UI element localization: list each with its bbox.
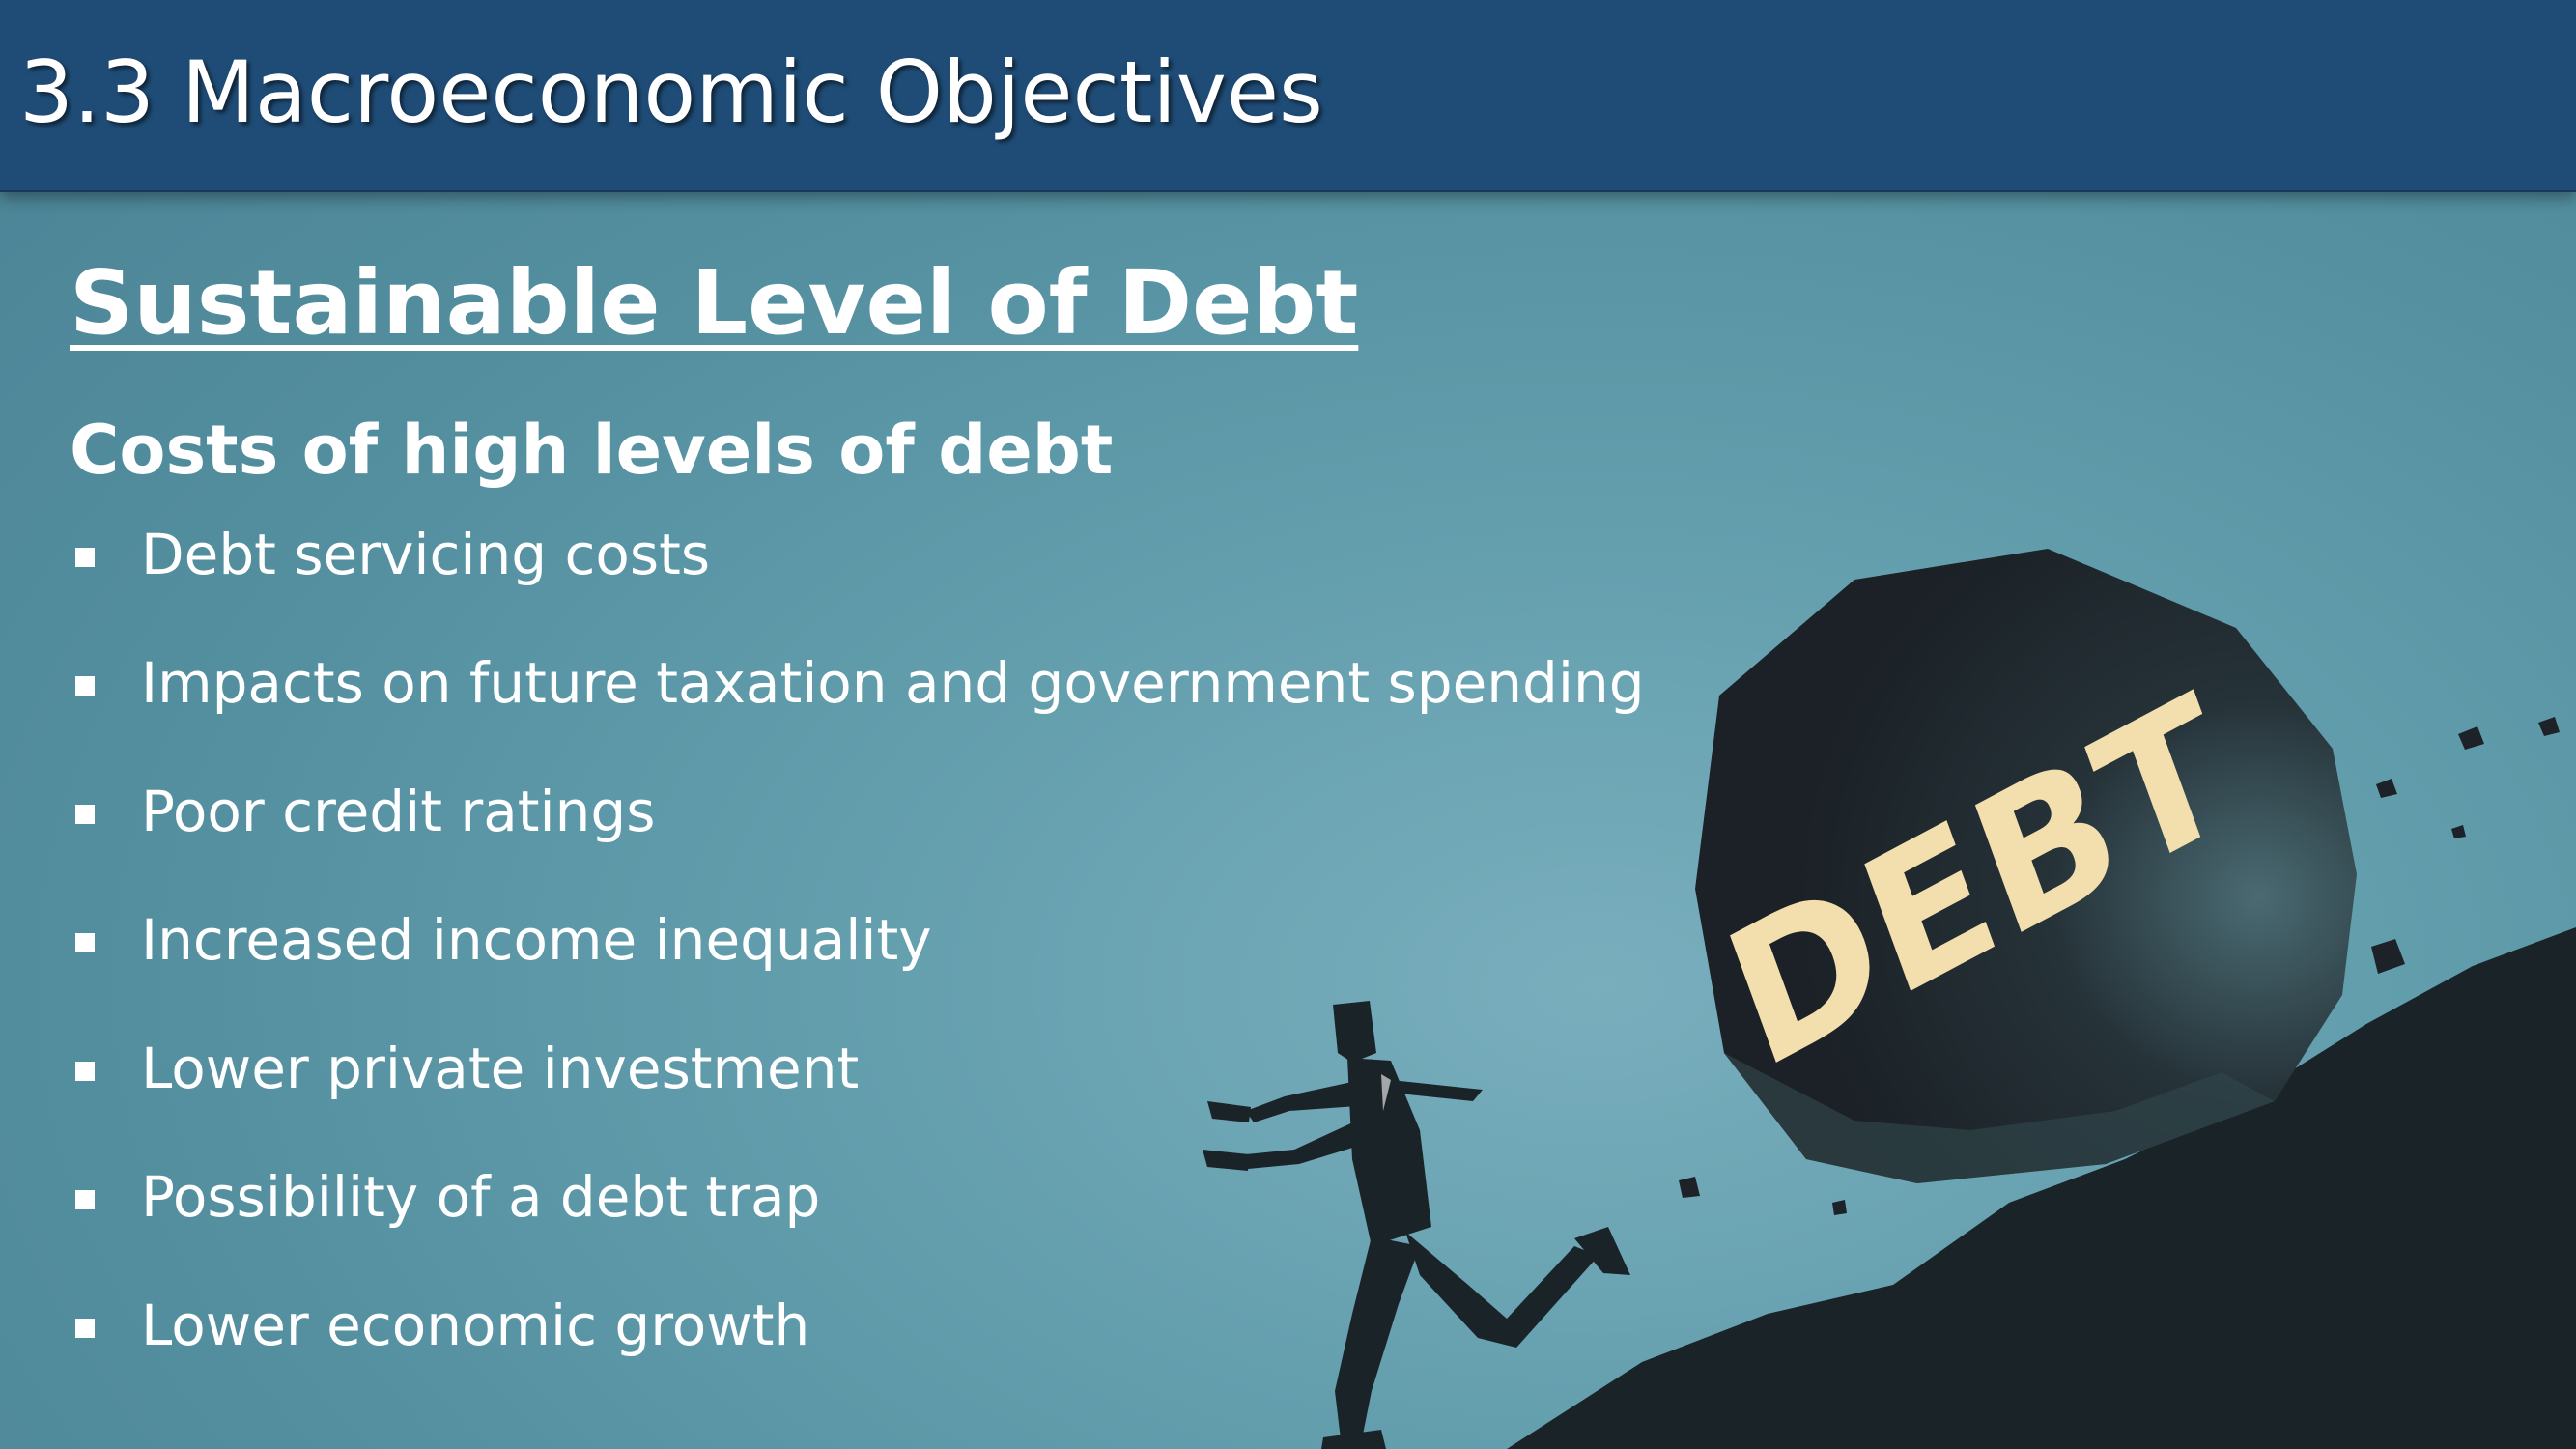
- square-bullet-icon: [75, 1319, 95, 1338]
- square-bullet-icon: [75, 1190, 95, 1209]
- square-bullet-icon: [75, 1062, 95, 1081]
- square-bullet-icon: [75, 548, 95, 567]
- hill-ground: [1507, 927, 2576, 1449]
- slide-content: Sustainable Level of Debt Costs of high …: [70, 251, 1645, 1426]
- cost-bullet-list: Debt servicing costs Impacts on future t…: [70, 526, 1645, 1426]
- slide-title: 3.3 Macroeconomic Objectives: [19, 43, 1323, 142]
- rock-debris: [1679, 717, 2560, 1215]
- slide-heading: Sustainable Level of Debt: [70, 251, 1359, 355]
- square-bullet-icon: [75, 805, 95, 824]
- bullet-text: Possibility of a debt trap: [141, 1164, 821, 1230]
- bullet-text: Debt servicing costs: [141, 522, 711, 587]
- debt-boulder: DEBT: [1695, 549, 2357, 1183]
- bullet-item: Impacts on future taxation and governmen…: [70, 655, 1645, 783]
- running-man-icon: [1203, 1001, 1630, 1449]
- slide-subheading: Costs of high levels of debt: [70, 411, 1114, 490]
- bullet-item: Possibility of a debt trap: [70, 1169, 1645, 1297]
- bullet-text: Impacts on future taxation and governmen…: [141, 650, 1645, 716]
- bullet-item: Lower private investment: [70, 1040, 1645, 1169]
- bullet-text: Increased income inequality: [141, 907, 932, 973]
- bullet-item: Lower economic growth: [70, 1297, 1645, 1426]
- bullet-text: Lower economic growth: [141, 1293, 810, 1358]
- bullet-text: Lower private investment: [141, 1036, 860, 1101]
- title-bar: 3.3 Macroeconomic Objectives: [0, 0, 2576, 192]
- bullet-item: Debt servicing costs: [70, 526, 1645, 655]
- square-bullet-icon: [75, 933, 95, 952]
- bullet-text: Poor credit ratings: [141, 779, 656, 844]
- square-bullet-icon: [75, 676, 95, 696]
- bullet-item: Increased income inequality: [70, 912, 1645, 1040]
- bullet-item: Poor credit ratings: [70, 783, 1645, 912]
